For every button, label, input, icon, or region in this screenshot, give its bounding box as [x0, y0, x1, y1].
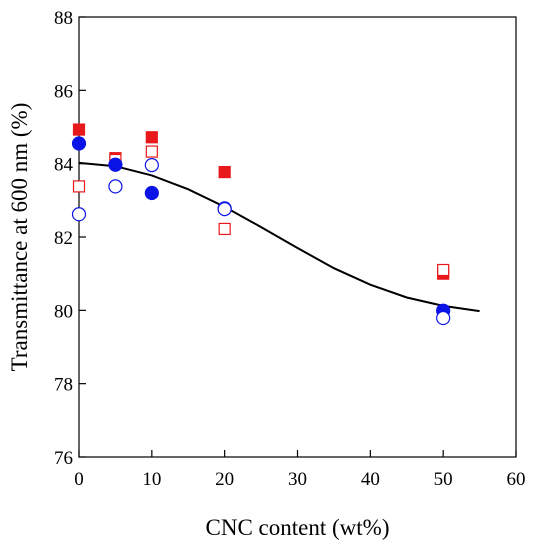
plot-frame — [78, 16, 517, 458]
y-tick-label: 86 — [54, 81, 73, 102]
x-tick-label: 0 — [74, 469, 84, 490]
x-tick-label: 40 — [361, 469, 380, 490]
x-tick-label: 10 — [142, 469, 161, 490]
filled-circle-marker — [108, 157, 123, 172]
y-axis-title: Transmittance at 600 nm (%) — [7, 103, 32, 372]
filled-square-marker — [218, 166, 231, 179]
y-tick-label: 84 — [54, 155, 74, 176]
open-circle-marker — [108, 179, 123, 194]
y-tick-label: 80 — [54, 301, 73, 322]
data-markers — [71, 123, 451, 326]
open-circle-marker — [217, 202, 232, 217]
open-circle-marker — [71, 207, 87, 222]
open-square-marker — [72, 180, 86, 193]
y-tick-label: 78 — [54, 375, 73, 396]
y-tick-label: 76 — [54, 448, 73, 469]
x-tick-label: 60 — [507, 469, 526, 490]
filled-square-marker — [145, 131, 158, 144]
x-axis-title: CNC content (wt%) — [206, 515, 390, 540]
x-tick-label: 20 — [215, 469, 234, 490]
y-tick-label: 88 — [54, 8, 73, 29]
open-square-marker — [218, 222, 231, 236]
open-circle-marker — [144, 158, 159, 173]
fit-curve — [78, 161, 480, 313]
filled-square-marker — [72, 123, 86, 136]
filled-circle-marker — [71, 136, 87, 151]
open-circle-marker — [436, 310, 451, 326]
y-tick-label: 82 — [54, 228, 73, 249]
filled-circle-marker — [144, 185, 159, 201]
open-square-marker — [437, 263, 450, 277]
x-tick-label: 50 — [434, 469, 453, 490]
y-axis-ticks: 76 78 80 82 84 86 88 — [54, 8, 86, 469]
x-axis-ticks: 0 10 20 30 40 50 60 — [74, 450, 526, 490]
open-square-marker — [145, 145, 158, 158]
x-tick-label: 30 — [288, 469, 307, 490]
